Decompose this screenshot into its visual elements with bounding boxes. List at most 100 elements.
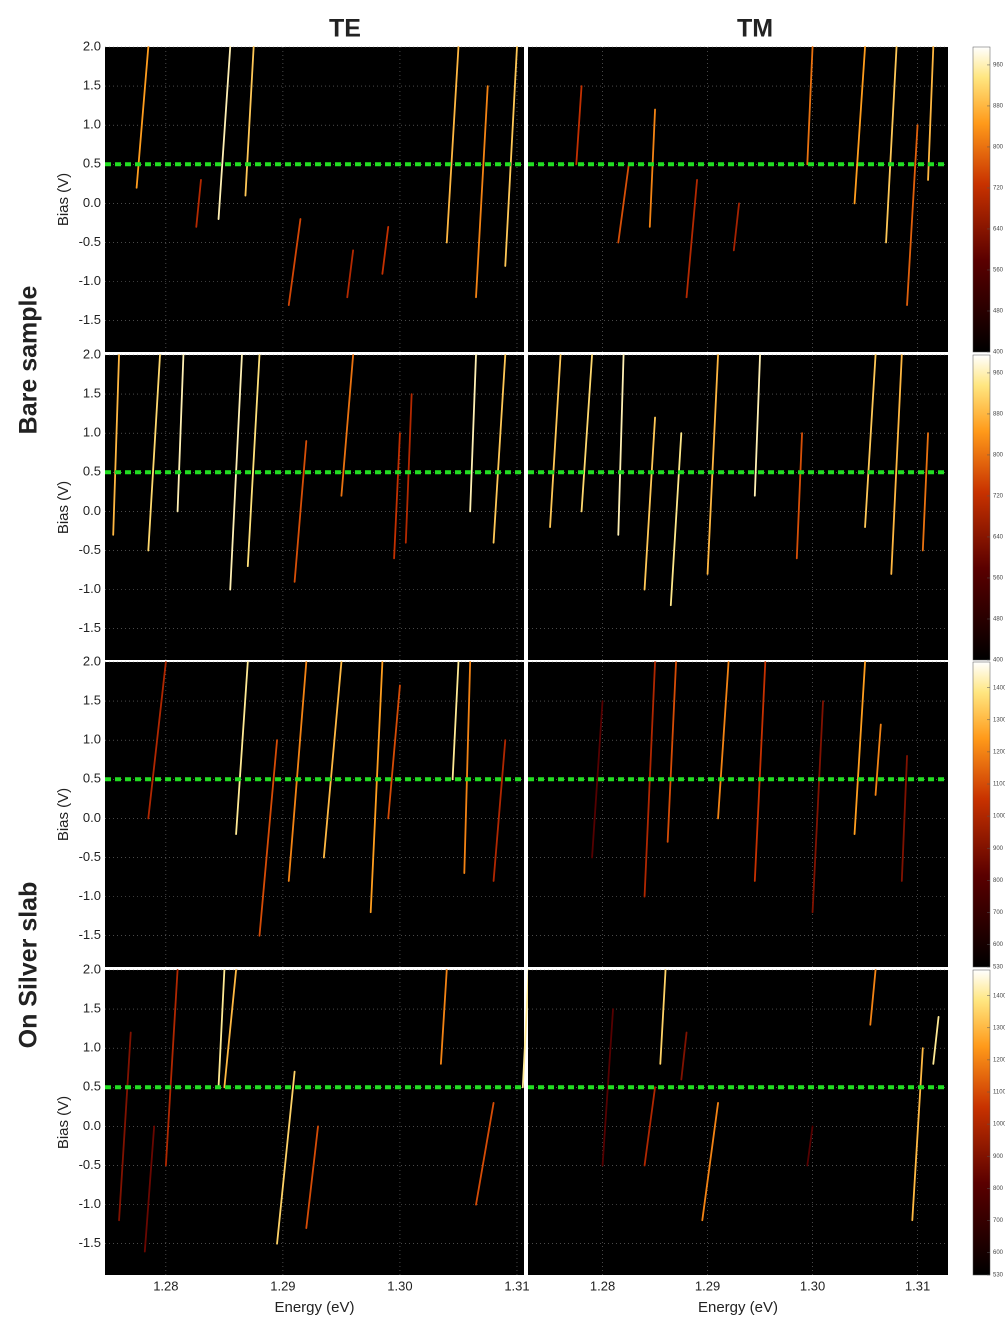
- streak: [475, 1102, 495, 1206]
- y-tick-label: 1.0: [83, 1040, 101, 1055]
- streak: [305, 1125, 319, 1229]
- colorbar-tick-label: 400: [993, 658, 1004, 664]
- streak: [591, 700, 604, 859]
- streak: [659, 969, 667, 1065]
- colorbar-tick-label: 800: [993, 1186, 1004, 1192]
- row-group-label: On Silver slab: [15, 882, 43, 1049]
- colorbar-tick-label: 560: [993, 268, 1004, 274]
- y-tick-label: 0.0: [83, 195, 101, 210]
- colorbar-tick-label: 700: [993, 910, 1004, 916]
- y-tick-label: 2.0: [83, 961, 101, 976]
- column-title: TE: [329, 15, 361, 43]
- heatmap-background: [105, 355, 524, 660]
- colorbar-tick-label: 1000: [993, 1122, 1005, 1128]
- y-tick-label: 1.5: [83, 386, 101, 401]
- colorbar-tick-label: 800: [993, 878, 1004, 884]
- y-tick-label: -0.5: [79, 542, 101, 557]
- streak: [549, 354, 562, 528]
- streak: [475, 85, 489, 299]
- x-tick-label: 1.29: [695, 1278, 720, 1293]
- streak: [680, 1031, 688, 1081]
- heatmap-background: [528, 47, 948, 352]
- colorbar-tick-label: 530: [993, 965, 1004, 971]
- colorbar: [972, 661, 991, 968]
- streak: [669, 432, 683, 607]
- streak: [617, 163, 630, 244]
- colorbar-tick-label: 900: [993, 1154, 1004, 1160]
- y-tick-label: -0.5: [79, 234, 101, 249]
- heatmap-background: [105, 47, 524, 352]
- colorbar-tick-label: 1200: [993, 749, 1005, 755]
- streak: [685, 179, 698, 299]
- y-tick-label: 2.0: [83, 346, 101, 361]
- colorbar-tick-label: 960: [993, 63, 1004, 69]
- colorbar-tick-label: 600: [993, 1250, 1004, 1256]
- streak: [504, 46, 518, 267]
- streak: [643, 1086, 656, 1167]
- streak: [451, 661, 460, 781]
- y-tick-label: -1.0: [79, 581, 101, 596]
- colorbar-tick-label: 960: [993, 371, 1004, 377]
- colorbar-tick-label: 880: [993, 104, 1004, 110]
- y-tick-label: 1.5: [83, 1001, 101, 1016]
- y-tick-label: 0.5: [83, 771, 101, 786]
- streak: [580, 354, 593, 513]
- streak: [195, 179, 202, 228]
- y-axis-label: Bias (V): [55, 173, 72, 226]
- streak: [575, 85, 583, 166]
- streak: [806, 46, 814, 166]
- streak: [753, 354, 761, 497]
- x-tick-label: 1.31: [504, 1278, 529, 1293]
- colorbar-tick-label: 800: [993, 145, 1004, 151]
- streak: [463, 661, 472, 875]
- streak: [217, 46, 232, 220]
- streak: [617, 354, 625, 536]
- y-tick-label: 1.0: [83, 117, 101, 132]
- streak: [217, 969, 226, 1089]
- heatmap-background: [528, 970, 948, 1275]
- y-tick-label: 1.5: [83, 693, 101, 708]
- streak: [521, 969, 530, 1089]
- x-tick-label: 1.31: [905, 1278, 930, 1293]
- colorbar-tick-label: 640: [993, 535, 1004, 541]
- colorbar-tick-label: 600: [993, 942, 1004, 948]
- y-tick-label: 1.0: [83, 425, 101, 440]
- streak: [223, 969, 237, 1089]
- x-tick-label: 1.28: [590, 1278, 615, 1293]
- streak: [890, 354, 903, 575]
- streak: [601, 1008, 614, 1167]
- streak: [906, 124, 919, 306]
- y-tick-label: 1.0: [83, 732, 101, 747]
- y-tick-label: -0.5: [79, 1157, 101, 1172]
- streak: [346, 249, 355, 299]
- streak: [246, 354, 261, 568]
- streak: [492, 739, 507, 882]
- streak: [869, 969, 877, 1026]
- streak: [492, 354, 507, 544]
- colorbar: [972, 969, 991, 1276]
- streak: [287, 661, 308, 882]
- streak: [164, 969, 179, 1167]
- y-tick-label: 0.0: [83, 1118, 101, 1133]
- y-tick-label: -1.5: [79, 312, 101, 327]
- streak: [864, 354, 877, 528]
- y-tick-label: -1.0: [79, 273, 101, 288]
- streak: [921, 432, 929, 552]
- streak: [287, 218, 302, 306]
- streak: [118, 1031, 132, 1222]
- x-tick-label: 1.30: [387, 1278, 412, 1293]
- row-group-label: Bare sample: [15, 286, 43, 435]
- streak: [795, 432, 803, 560]
- streak: [258, 739, 278, 937]
- heatmap-background: [528, 662, 948, 967]
- y-tick-label: -1.0: [79, 1196, 101, 1211]
- streak: [404, 393, 413, 544]
- streak: [874, 723, 882, 796]
- colorbar-tick-label: 1400: [993, 993, 1005, 999]
- y-tick-label: 0.5: [83, 464, 101, 479]
- streak: [885, 46, 898, 244]
- streak: [932, 1016, 940, 1065]
- streak: [387, 684, 401, 820]
- streak: [340, 354, 355, 497]
